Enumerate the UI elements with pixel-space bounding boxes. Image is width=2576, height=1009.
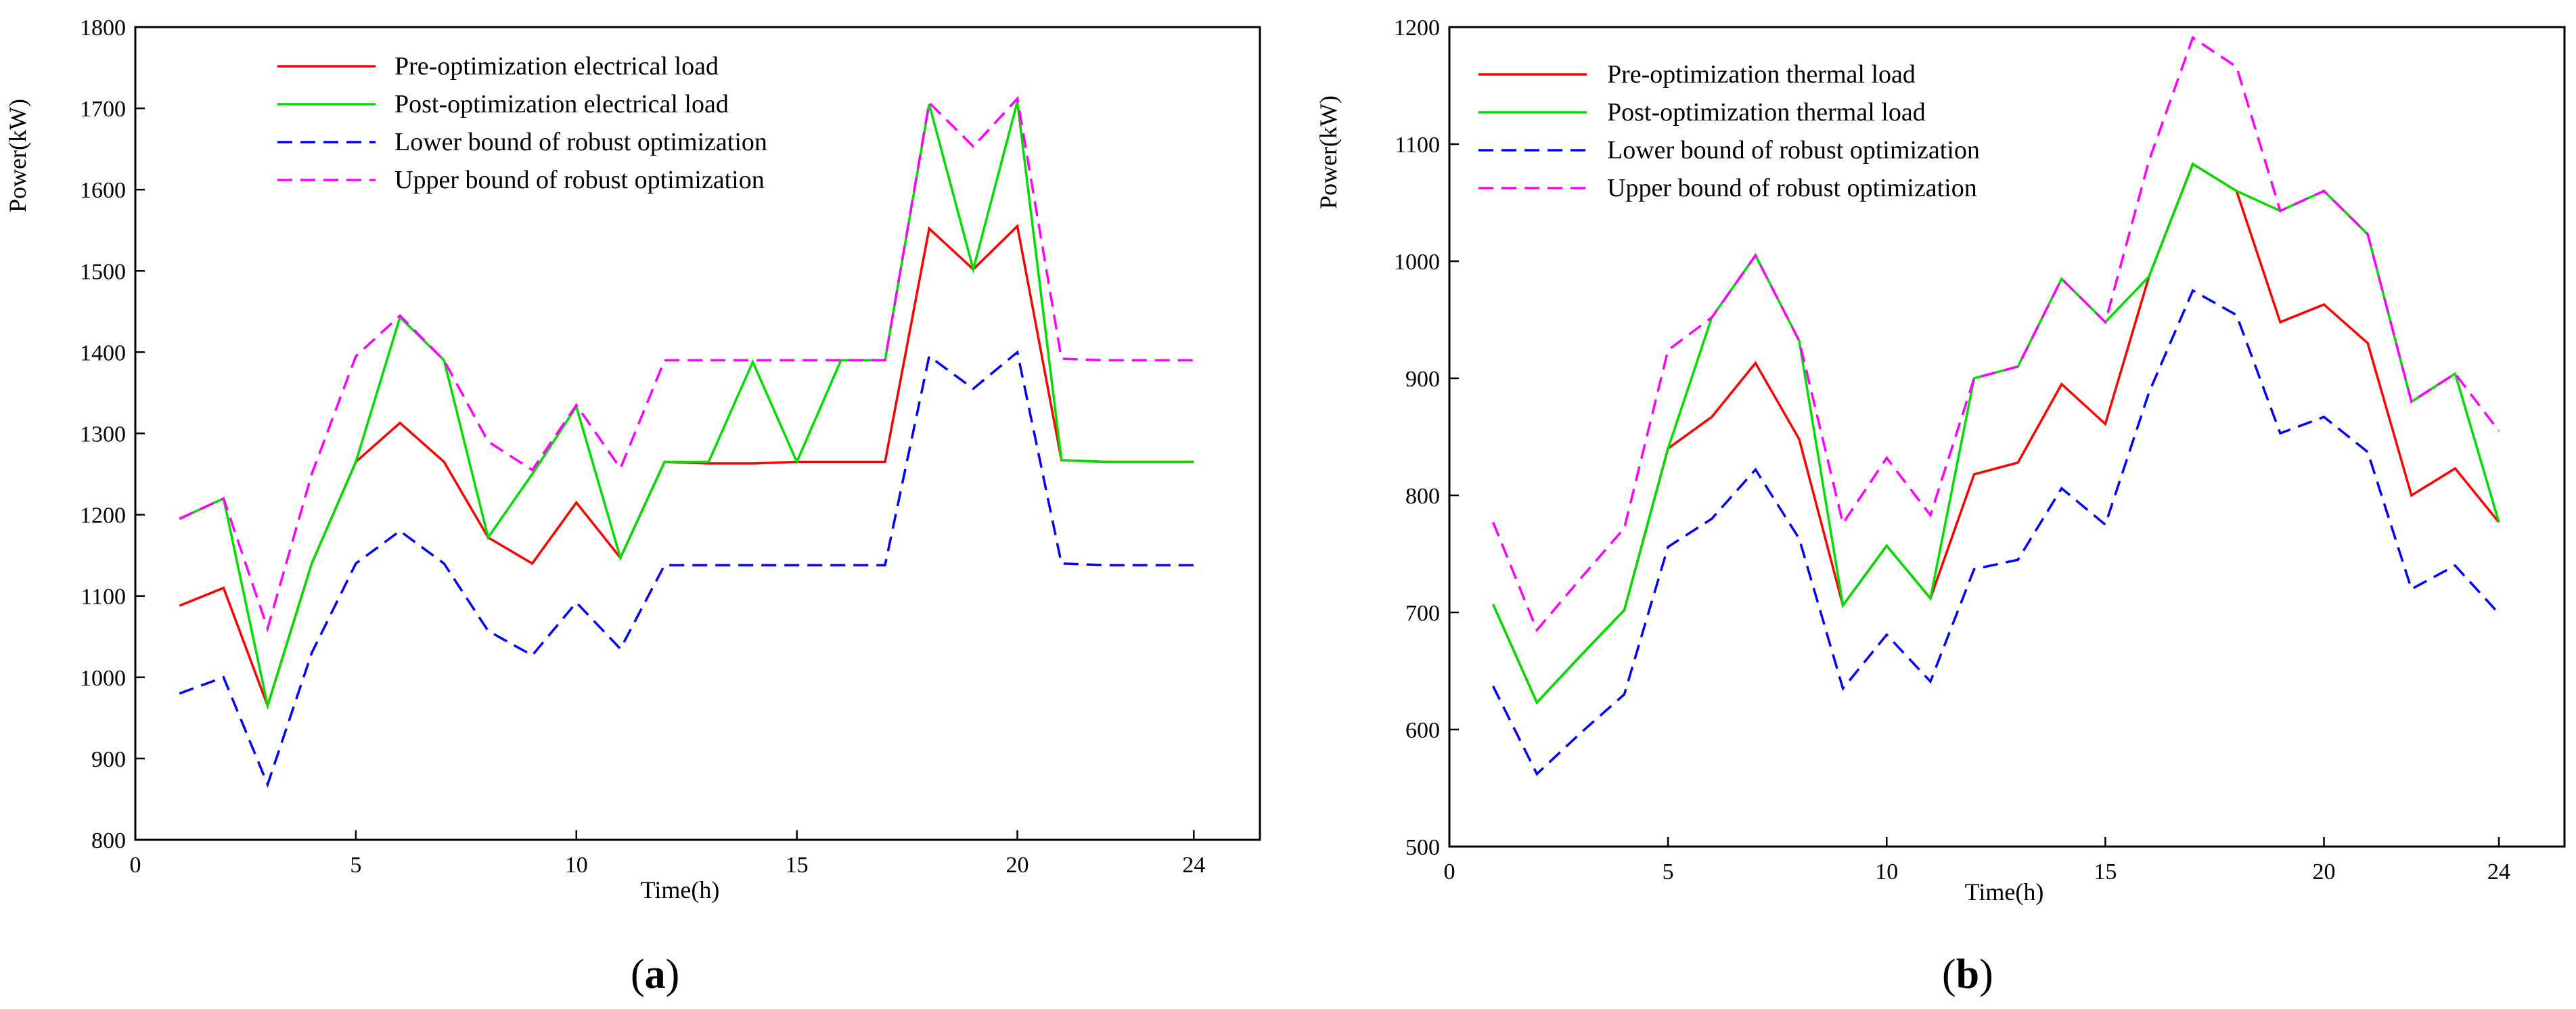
x-tick-label: 20 [2313, 859, 2336, 884]
x-tick-label: 24 [2487, 859, 2510, 884]
x-tick-label: 15 [2094, 859, 2117, 884]
series-line-3 [1492, 288, 2500, 776]
legend-entry-4: Upper bound of robust optimization [1607, 174, 1977, 202]
legend-entry-3: Lower bound of robust optimization [394, 128, 767, 156]
y-tick-label: 1100 [81, 585, 126, 610]
y-tick-label: 1800 [80, 16, 126, 41]
x-tick-label: 10 [1875, 859, 1898, 884]
plot-area-frame [1448, 26, 2566, 848]
y-tick-label: 600 [1405, 718, 1440, 743]
y-tick-label: 1000 [1394, 250, 1440, 275]
y-tick-label: 900 [1405, 367, 1440, 392]
legend-entry-1: Pre-optimization electrical load [394, 52, 719, 81]
y-tick-label: 700 [1405, 601, 1440, 626]
caption-letter: b [1956, 951, 1979, 997]
panel-caption: (a) [631, 951, 679, 997]
x-tick-label: 24 [1182, 853, 1205, 878]
legend-entry-3: Lower bound of robust optimization [1607, 136, 1980, 164]
y-tick-label: 800 [91, 828, 126, 853]
y-tick-label: 1300 [80, 422, 126, 447]
series-line-4 [179, 95, 1194, 633]
panel-caption: (b) [1942, 951, 1993, 997]
y-tick-label: 500 [1405, 835, 1440, 860]
x-axis-label: Time(h) [641, 876, 720, 903]
y-tick-label: 1700 [80, 97, 126, 122]
series-line-3 [179, 350, 1194, 788]
x-tick-label: 15 [786, 853, 809, 878]
x-tick-label: 5 [350, 853, 361, 878]
caption-paren-open: ( [1942, 951, 1956, 997]
legend-entry-4: Upper bound of robust optimization [394, 166, 765, 194]
x-tick-label: 5 [1663, 859, 1674, 884]
y-tick-label: 1100 [1395, 133, 1440, 158]
series-line-2 [179, 102, 1194, 711]
y-axis-label: Power(kW) [1315, 95, 1342, 209]
series-line-4 [1491, 35, 2500, 633]
panel-a: 800 900 1000 1100 1200 1300 1400 1500 1600 1700 18… [4, 16, 1261, 997]
legend-entry-2: Post-optimization thermal load [1607, 98, 1926, 127]
y-axis-label: Power(kW) [4, 99, 31, 212]
y-tick-label: 1600 [80, 178, 126, 203]
x-tick-label: 0 [130, 853, 141, 878]
y-tick-label: 800 [1405, 484, 1440, 509]
series-line-2 [1492, 162, 2500, 705]
y-tick-label: 1400 [80, 340, 126, 365]
x-tick-label: 0 [1444, 859, 1455, 884]
y-tick-label: 1200 [80, 503, 126, 529]
y-tick-label: 900 [91, 747, 126, 772]
y-tick-label: 1000 [80, 666, 126, 691]
y-tick-label: 1200 [1394, 16, 1440, 41]
x-tick-label: 20 [1006, 853, 1029, 878]
caption-paren-close: ) [666, 951, 680, 997]
legend-entry-1: Pre-optimization thermal load [1607, 60, 1916, 89]
x-tick-label: 10 [565, 853, 588, 878]
series-line-1 [1492, 162, 2500, 705]
x-axis-label: Time(h) [1965, 878, 2044, 905]
y-tick-label: 1500 [80, 259, 126, 284]
panel-b: 500 600 700 800 900 1000 1100 1200 0 5 10 15 20 24 Tim… [1315, 16, 2566, 997]
caption-paren-open: ( [631, 951, 645, 997]
caption-paren-close: ) [1979, 951, 1993, 997]
legend-entry-2: Post-optimization electrical load [394, 90, 729, 118]
caption-letter: a [645, 951, 666, 997]
